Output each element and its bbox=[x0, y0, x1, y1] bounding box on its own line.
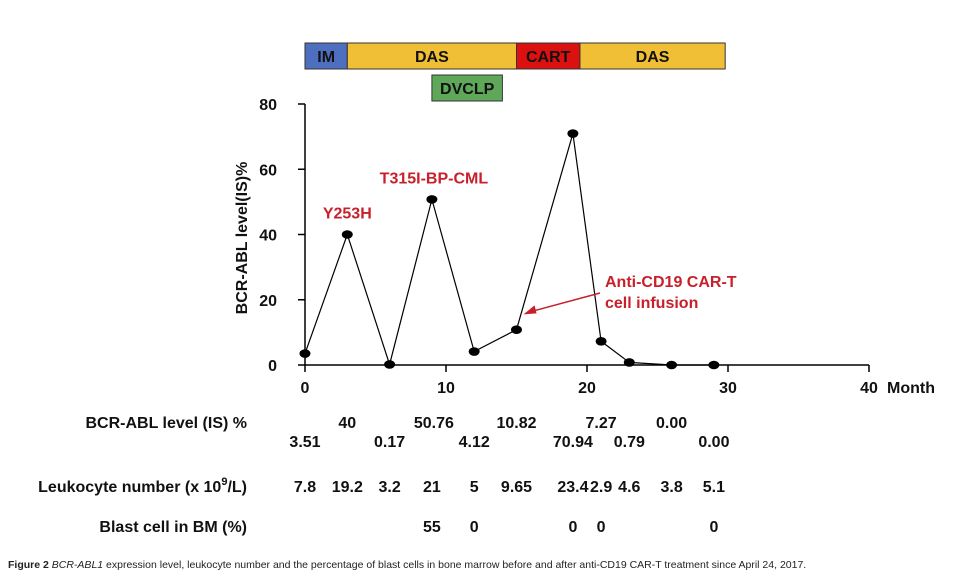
treatment-label-3: DAS bbox=[636, 49, 670, 66]
treatment-label-4: DVCLP bbox=[440, 81, 495, 98]
blast-value-2: 0 bbox=[568, 519, 577, 536]
leukocyte-value-0: 7.8 bbox=[294, 479, 316, 496]
treatment-label-0: IM bbox=[317, 49, 335, 66]
treatment-label-1: DAS bbox=[415, 49, 449, 66]
bcr-abl-lower-4: 0.79 bbox=[614, 434, 645, 451]
treatment-timeline: IM DAS CART DAS DVCLP bbox=[304, 42, 726, 102]
row-label-leukocyte: Leukocyte number (x 109/L) bbox=[38, 476, 247, 496]
x-tick-label-0: 0 bbox=[301, 380, 310, 397]
y-tick-label-0: 0 bbox=[268, 358, 277, 375]
treatment-bar-4 bbox=[431, 74, 503, 102]
caption-figure-label: Figure 2 bbox=[8, 559, 49, 571]
annotation-arrow-line bbox=[531, 292, 601, 313]
annotation-t315i: T315I-BP-CML bbox=[380, 170, 489, 187]
bcr-abl-lower-0: 3.51 bbox=[289, 434, 320, 451]
arrow-head-icon bbox=[523, 305, 537, 315]
data-point-7 bbox=[595, 336, 607, 346]
data-point-10 bbox=[708, 360, 720, 370]
leukocyte-value-1: 19.2 bbox=[332, 479, 363, 496]
blast-value-1: 0 bbox=[470, 519, 479, 536]
data-point-4 bbox=[468, 347, 480, 356]
y-tick-label-40: 40 bbox=[259, 228, 277, 245]
data-point-5 bbox=[511, 325, 522, 334]
leukocyte-value-6: 23.4 bbox=[557, 479, 588, 496]
row-label-bcr-abl: BCR-ABL level (IS) % bbox=[85, 415, 247, 432]
data-point-3 bbox=[426, 195, 438, 204]
figure-caption: Figure 2 BCR-ABL1 expression level, leuk… bbox=[8, 559, 966, 571]
leukocyte-value-8: 4.6 bbox=[618, 479, 640, 496]
blast-value-0: 55 bbox=[423, 519, 441, 536]
x-tick-label-30: 30 bbox=[719, 380, 737, 397]
treatment-label-2: CART bbox=[526, 49, 571, 66]
leukocyte-value-7: 2.9 bbox=[590, 479, 612, 496]
y-tick-label-60: 60 bbox=[259, 162, 277, 179]
annotation-cart-line-1: cell infusion bbox=[605, 295, 698, 312]
leukocyte-value-4: 5 bbox=[470, 479, 479, 496]
data-series bbox=[299, 129, 720, 370]
data-point-6 bbox=[567, 129, 579, 138]
x-tick-label-40: 40 bbox=[860, 380, 878, 397]
blast-value-3: 0 bbox=[597, 519, 606, 536]
leukocyte-value-5: 9.65 bbox=[501, 479, 532, 496]
data-point-2 bbox=[384, 360, 396, 369]
leukocyte-value-3: 21 bbox=[423, 479, 441, 496]
bcr-abl-lower-2: 4.12 bbox=[459, 434, 490, 451]
y-tick-label-80: 80 bbox=[259, 97, 277, 114]
caption-text: expression level, leukocyte number and t… bbox=[103, 559, 807, 571]
annotation-cart-line-0: Anti-CD19 CAR-T bbox=[605, 274, 737, 291]
blast-value-4: 0 bbox=[709, 519, 718, 536]
bcr-abl-upper-0: 40 bbox=[338, 415, 356, 432]
y-axis-title: BCR-ABL level(IS)% bbox=[234, 162, 251, 315]
annotations: Y253H T315I-BP-CML Anti-CD19 CAR-T cell inf… bbox=[323, 170, 737, 315]
bcr-abl-upper-2: 10.82 bbox=[496, 415, 536, 432]
bcr-abl-lower-3: 70.94 bbox=[553, 434, 593, 451]
row-label-blast: Blast cell in BM (%) bbox=[99, 519, 247, 536]
y-tick-label-20: 20 bbox=[259, 293, 277, 310]
bcr-abl-upper-4: 0.00 bbox=[656, 415, 687, 432]
bcr-abl-lower-5: 0.00 bbox=[698, 434, 729, 451]
treatment-bar-3 bbox=[579, 42, 726, 70]
caption-gene: BCR-ABL1 bbox=[51, 559, 104, 571]
x-axis-title: Month bbox=[887, 380, 935, 397]
annotation-y253h: Y253H bbox=[323, 206, 372, 223]
bcr-abl-upper-1: 50.76 bbox=[414, 415, 454, 432]
data-point-0 bbox=[299, 349, 311, 358]
bcr-abl-lower-1: 0.17 bbox=[374, 434, 405, 451]
x-tick-label-20: 20 bbox=[578, 380, 596, 397]
data-table: BCR-ABL level (IS) % Blast cell in BM (%)… bbox=[38, 415, 729, 536]
axes: 0 20 40 60 80 0 10 20 30 40 Month BCR-ABL level(IS)… bbox=[234, 97, 935, 397]
x-tick-label-10: 10 bbox=[437, 380, 455, 397]
series-line bbox=[304, 133, 714, 367]
treatment-bar-2 bbox=[516, 42, 581, 70]
data-point-1 bbox=[341, 230, 353, 239]
bcr-abl-upper-3: 7.27 bbox=[586, 415, 617, 432]
data-point-9 bbox=[666, 360, 678, 370]
data-point-8 bbox=[623, 358, 635, 367]
leukocyte-value-10: 5.1 bbox=[703, 479, 725, 496]
leukocyte-value-2: 3.2 bbox=[378, 479, 400, 496]
treatment-bar-0 bbox=[304, 42, 348, 70]
treatment-bar-1 bbox=[346, 42, 517, 70]
leukocyte-value-9: 3.8 bbox=[660, 479, 682, 496]
